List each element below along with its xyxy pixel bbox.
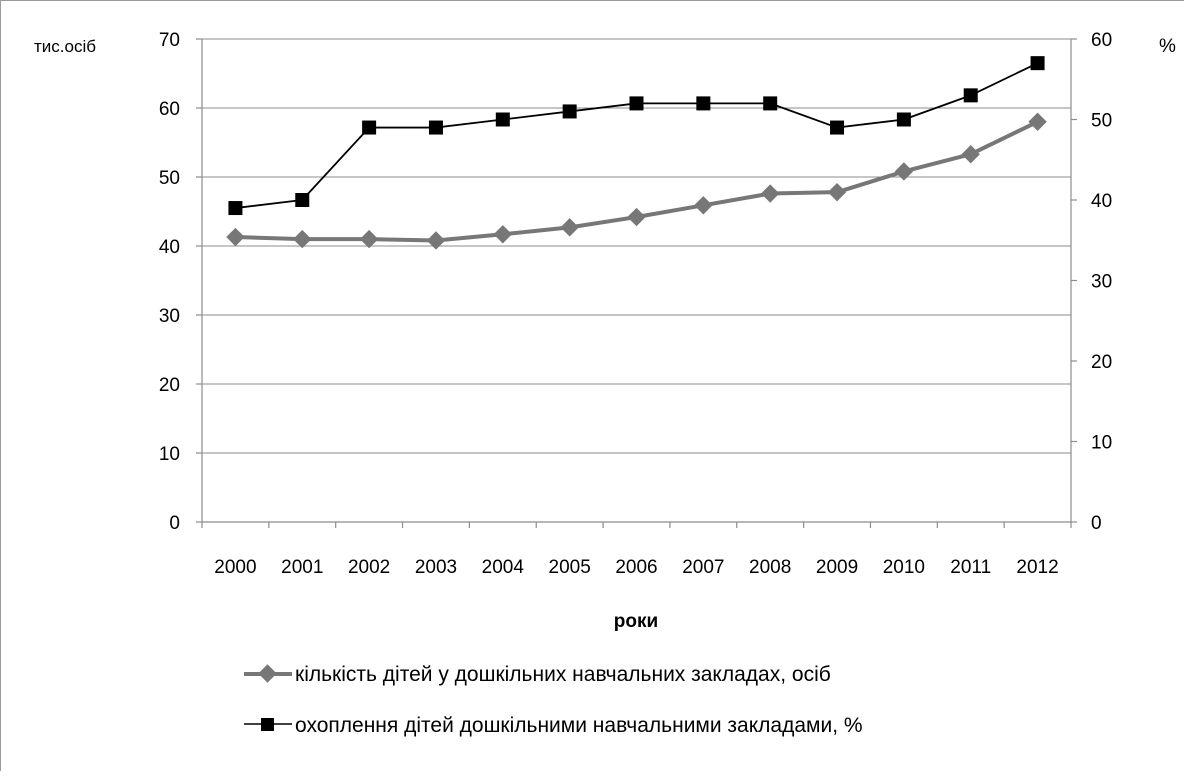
y-right-tick-label: 40 — [1091, 191, 1112, 212]
y-right-tick-label: 20 — [1091, 352, 1112, 373]
y-left-tick-label: 40 — [159, 237, 180, 258]
x-tick-label: 2008 — [749, 557, 791, 578]
x-tick-label: 2007 — [682, 557, 724, 578]
series-0-point — [627, 207, 646, 227]
x-tick-label: 2005 — [549, 557, 591, 578]
legend-entry-0: кількість дітей у дошкільних навчальних … — [244, 663, 831, 686]
series-1-point — [428, 120, 443, 135]
x-tick-label: 2012 — [1016, 557, 1058, 578]
y-right-tick-label: 30 — [1091, 272, 1112, 293]
legend-entry-1: охоплення дітей дошкільними навчальними … — [244, 714, 863, 737]
y-left-tick-label: 60 — [159, 99, 180, 120]
y-left-tick-label: 20 — [159, 375, 180, 396]
y-right-unit-label: % — [1159, 36, 1176, 57]
series-1-point — [963, 88, 978, 103]
x-tick-label: 2011 — [950, 557, 991, 578]
x-tick-label: 2004 — [482, 557, 525, 578]
y-left-tick-label: 0 — [169, 513, 180, 534]
y-left-tick-label: 10 — [159, 444, 180, 465]
y-right-tick-label: 10 — [1091, 433, 1112, 454]
series-1-point — [763, 96, 778, 111]
y-left-tick-label: 70 — [159, 30, 180, 51]
legend-marker-0 — [258, 664, 277, 683]
y-left-tick-label: 30 — [159, 306, 180, 327]
series-1-point — [362, 120, 377, 135]
series-0-point — [760, 184, 780, 203]
series-0-point — [894, 162, 914, 181]
x-tick-label: 2002 — [348, 557, 390, 578]
series-1-point — [1030, 56, 1045, 71]
x-tick-label: 2006 — [615, 557, 657, 578]
legend-marker-1 — [261, 718, 274, 731]
series-1-point — [629, 96, 644, 111]
series-0-point — [694, 196, 713, 215]
tick-labels: 0 10 20 30 40 50 60 70 0 10 20 30 40 50 60 2000 2001 2002… — [159, 30, 1112, 578]
series-0-point — [961, 145, 980, 164]
series-0-point — [226, 227, 245, 247]
series-1-point — [696, 96, 711, 111]
series-1-point — [830, 120, 845, 135]
x-tick-label: 2000 — [214, 557, 256, 578]
series-0-point — [426, 231, 446, 250]
legend: кількість дітей у дошкільних навчальних … — [244, 663, 863, 737]
y-right-tick-label: 0 — [1091, 513, 1102, 534]
legend-label-1: охоплення дітей дошкільними навчальними … — [295, 714, 863, 737]
x-tick-label: 2009 — [816, 557, 858, 578]
y-right-tick-label: 60 — [1091, 30, 1112, 51]
series-1-point — [562, 104, 577, 119]
y-left-tick-label: 50 — [159, 168, 180, 189]
series-line-1 — [235, 62, 1038, 209]
series-1-point — [295, 193, 310, 207]
x-axis-title: роки — [614, 611, 658, 632]
axes — [201, 39, 1072, 523]
y-left-unit-label: тис.осіб — [34, 37, 96, 56]
x-tick-label: 2010 — [883, 557, 925, 578]
series-1-point — [896, 112, 911, 127]
series-1-point — [228, 201, 243, 216]
series-0-point — [493, 225, 513, 244]
x-tick-label: 2001 — [281, 557, 323, 578]
series-1-point — [495, 112, 510, 127]
series-0-point — [560, 218, 579, 237]
y-right-tick-label: 50 — [1091, 111, 1112, 132]
series-0-point — [293, 229, 312, 249]
series-0-point — [827, 182, 847, 202]
x-tick-label: 2003 — [415, 557, 457, 578]
legend-label-0: кількість дітей у дошкільних навчальних … — [295, 663, 831, 686]
series-0-point — [1028, 112, 1047, 131]
series — [226, 56, 1047, 250]
series-0-point — [359, 229, 379, 249]
